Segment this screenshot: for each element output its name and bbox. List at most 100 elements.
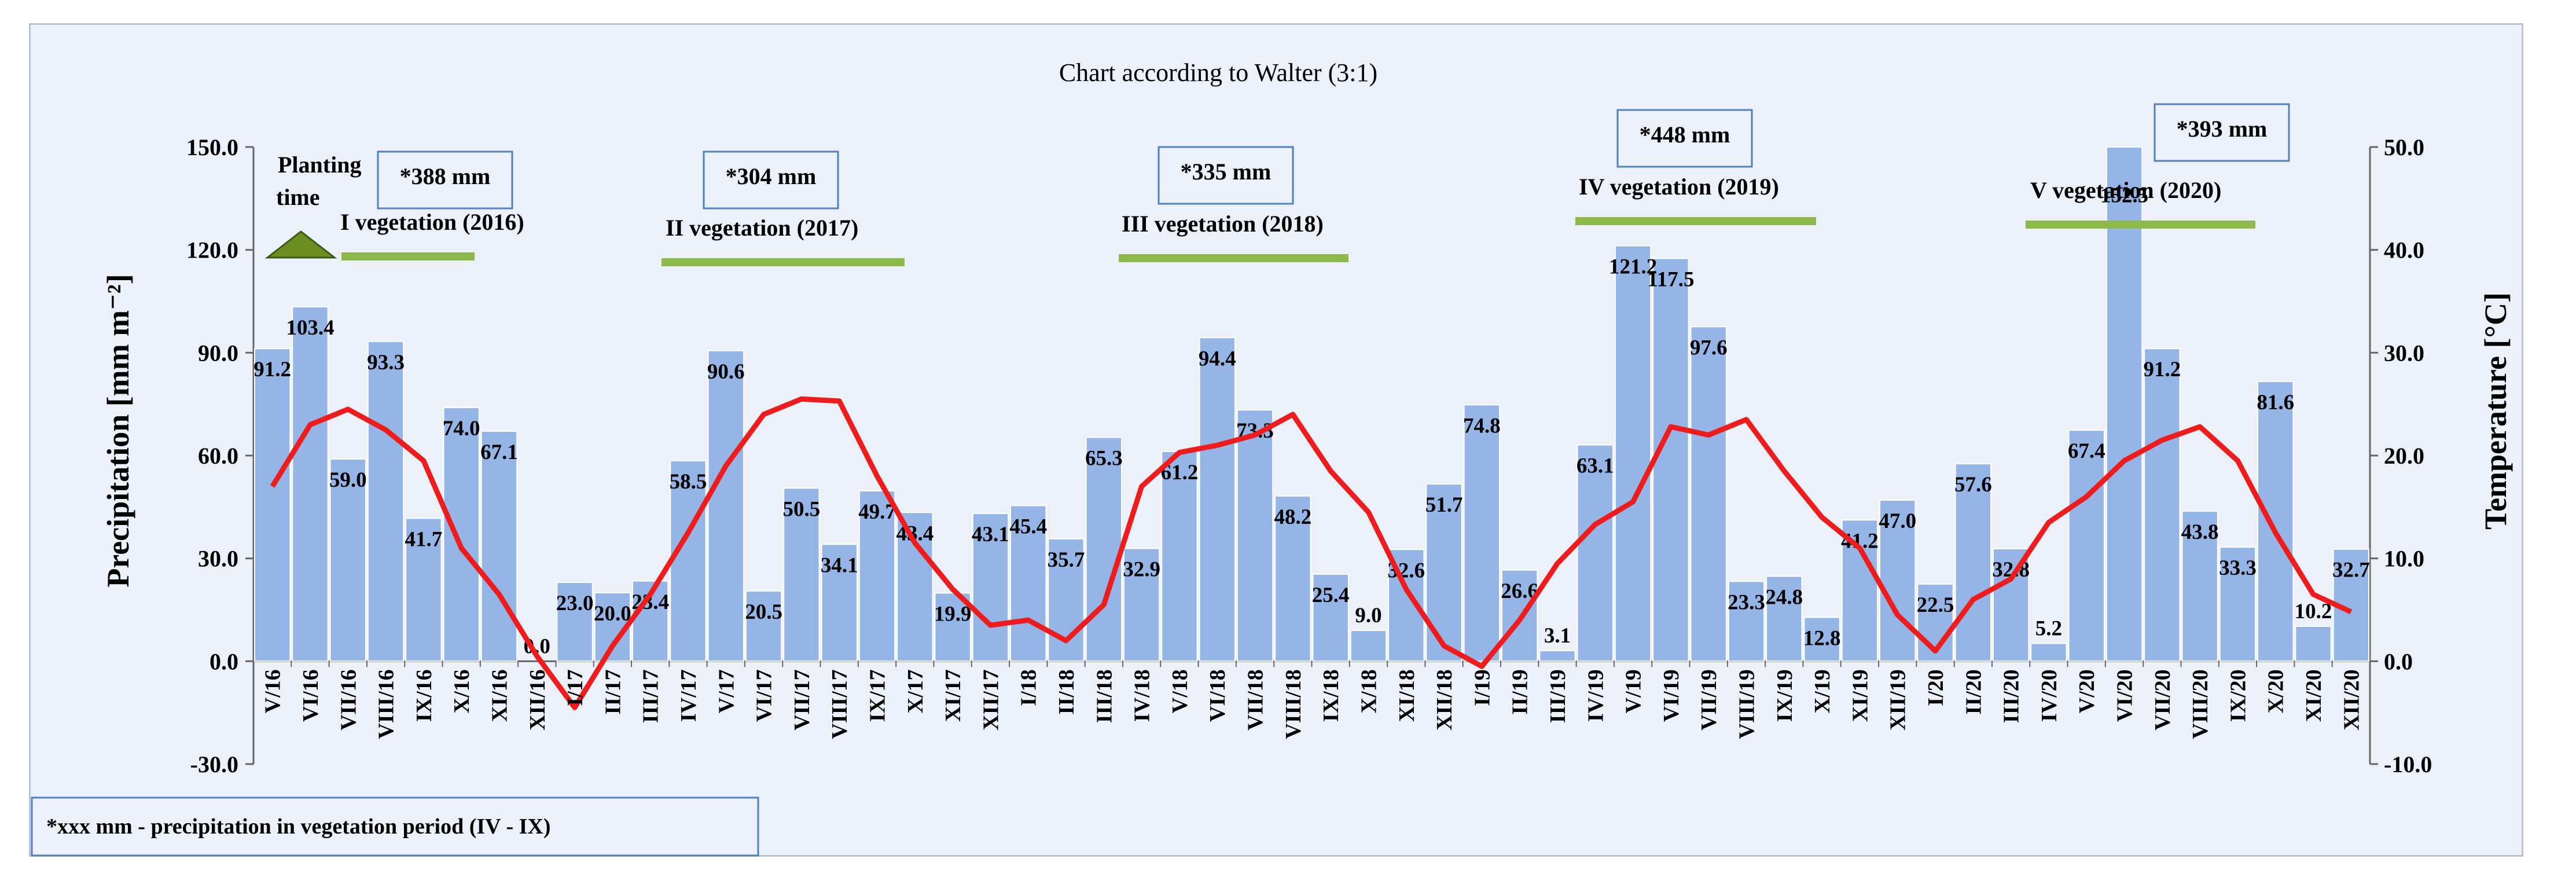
note-text: *xxx mm - precipitation in vegetation pe… xyxy=(46,814,550,839)
precipitation-bar xyxy=(329,458,366,662)
y-axis-ticks: -30.0 0.0 30.0 60.0 90.0 120.0 150.0 xyxy=(186,134,253,777)
precipitation-bar xyxy=(1879,499,1916,662)
precipitation-bar xyxy=(821,544,858,662)
precipitation-bars xyxy=(253,146,2370,662)
precipitation-data-label: 23.0 xyxy=(556,592,594,615)
precipitation-bar xyxy=(1577,444,1614,662)
y2-axis-title: Temperature [°C] xyxy=(2478,292,2513,530)
precipitation-data-label: 97.6 xyxy=(1690,336,1728,359)
vegetation-label: II vegetation (2017) xyxy=(666,215,858,241)
planting-label: Planting xyxy=(278,152,361,178)
precip-total-box xyxy=(1157,146,1294,205)
precipitation-data-label: 5.2 xyxy=(2035,617,2062,641)
precipitation-data-label: 103.4 xyxy=(286,316,334,340)
y-tick-label: 120.0 xyxy=(186,237,238,263)
precipitation-data-label: 152.5 xyxy=(2100,183,2148,207)
precipitation-bar xyxy=(1841,519,1879,662)
precipitation-bar xyxy=(2105,146,2143,662)
x-tick-label: XII/17 xyxy=(979,669,1003,731)
precipitation-bar xyxy=(783,487,820,662)
y2-tick-label: 10.0 xyxy=(2384,546,2424,572)
y2-tick-label: 20.0 xyxy=(2384,443,2424,469)
x-tick-label: VI/18 xyxy=(1206,669,1230,722)
precipitation-data-label: 51.7 xyxy=(1425,493,1463,517)
precipitation-bar xyxy=(972,513,1009,662)
precip-total-label: *393 mm xyxy=(2177,116,2268,142)
vegetation-label: V vegetation (2020) xyxy=(2030,177,2221,203)
x-tick-label: X/20 xyxy=(2264,669,2288,713)
precipitation-bar xyxy=(556,582,593,662)
x-tick-label: IV/19 xyxy=(1583,669,1608,722)
precipitation-bar xyxy=(367,340,405,662)
precipitation-data-label: 43.1 xyxy=(972,523,1009,546)
y-tick-label: 90.0 xyxy=(198,340,238,366)
precipitation-bar xyxy=(1350,630,1387,662)
vegetation-annotations: I vegetation (2016) *388 mm II vegetation … xyxy=(264,103,2290,266)
y2-tick-label: 0.0 xyxy=(2384,648,2413,674)
precip-total-box xyxy=(2154,103,2290,162)
precipitation-bar xyxy=(1501,569,1538,662)
precipitation-data-label: 9.0 xyxy=(1355,604,1381,627)
x-tick-label: VI/19 xyxy=(1659,669,1684,722)
x-tick-label: VI/16 xyxy=(299,669,323,722)
precipitation-data-label: 24.8 xyxy=(1765,585,1803,609)
x-tick-label: XI/20 xyxy=(2302,669,2326,722)
chart-title: Chart according to Walter (3:1) xyxy=(1059,58,1377,87)
precipitation-data-label: 41.7 xyxy=(405,527,442,551)
precipitation-bar xyxy=(1803,616,1840,662)
precipitation-bar xyxy=(1312,573,1349,662)
temperature-line xyxy=(270,396,2353,710)
x-tick-label: II/17 xyxy=(601,669,625,714)
precipitation-bar xyxy=(1690,326,1727,662)
x-tick-label: I/20 xyxy=(1924,669,1948,706)
y-tick-label: 150.0 xyxy=(186,134,238,160)
x-tick-label: VIII/17 xyxy=(828,669,852,739)
x-tick-label: VI/17 xyxy=(752,669,777,722)
precipitation-data-label: 34.1 xyxy=(821,553,858,577)
precipitation-bar xyxy=(443,407,480,662)
precipitation-data-label: 23.3 xyxy=(1728,590,1765,614)
x-axis-ticks: V/16 VI/16 VII/16 VIII/16 IX/16 X/16 XI/16 XII/… xyxy=(253,661,2364,739)
precipitation-data-label: 43.8 xyxy=(2181,520,2219,544)
precipitation-data-label: 63.1 xyxy=(1577,454,1614,478)
precipitation-data-label: 65.3 xyxy=(1085,447,1123,471)
x-tick-label: VIII/18 xyxy=(1281,669,1306,739)
precipitation-data-label: 74.0 xyxy=(443,417,480,440)
precipitation-data-label: 93.3 xyxy=(367,351,405,375)
precipitation-data-label: 91.2 xyxy=(2143,358,2181,381)
y-tick-label: -30.0 xyxy=(190,751,238,777)
precipitation-data-label: 47.0 xyxy=(1879,509,1916,533)
x-tick-label: II/18 xyxy=(1054,669,1079,714)
y-tick-label: 0.0 xyxy=(210,648,238,674)
precipitation-data-label: 19.9 xyxy=(934,602,972,626)
precipitation-bar xyxy=(1010,505,1047,662)
precipitation-data-label: 50.5 xyxy=(783,497,821,521)
x-tick-label: IX/19 xyxy=(1773,669,1797,722)
x-tick-label: VII/16 xyxy=(336,669,361,731)
precipitation-bar xyxy=(2030,643,2067,662)
x-tick-label: I/19 xyxy=(1470,669,1494,706)
x-tick-label: V/18 xyxy=(1168,669,1192,713)
precipitation-data-label: 58.5 xyxy=(670,470,707,494)
precipitation-data-label: 49.7 xyxy=(858,500,896,524)
x-tick-label: III/20 xyxy=(2000,669,2024,723)
x-tick-label: III/18 xyxy=(1092,669,1116,723)
planting-triangle xyxy=(264,230,337,259)
precipitation-data-label: 48.2 xyxy=(1274,505,1311,529)
precipitation-data-label: 25.4 xyxy=(1312,583,1350,607)
precip-total-label: *335 mm xyxy=(1181,159,1272,185)
x-tick-label: X/16 xyxy=(450,669,474,713)
x-tick-label: XI/18 xyxy=(1395,669,1419,722)
precipitation-data-label: 90.6 xyxy=(707,360,745,384)
x-tick-label: IX/17 xyxy=(866,669,890,722)
x-tick-label: XII/18 xyxy=(1432,669,1457,731)
precip-total-box xyxy=(377,150,513,210)
precipitation-data-label: 67.4 xyxy=(2068,439,2105,463)
precipitation-bar xyxy=(1425,483,1462,662)
x-tick-label: VI/20 xyxy=(2113,669,2137,722)
precipitation-data-label: 32.9 xyxy=(1123,557,1160,581)
x-tick-label: IX/18 xyxy=(1319,669,1343,722)
y-tick-label: 60.0 xyxy=(198,443,238,469)
x-tick-label: IV/17 xyxy=(677,669,701,722)
